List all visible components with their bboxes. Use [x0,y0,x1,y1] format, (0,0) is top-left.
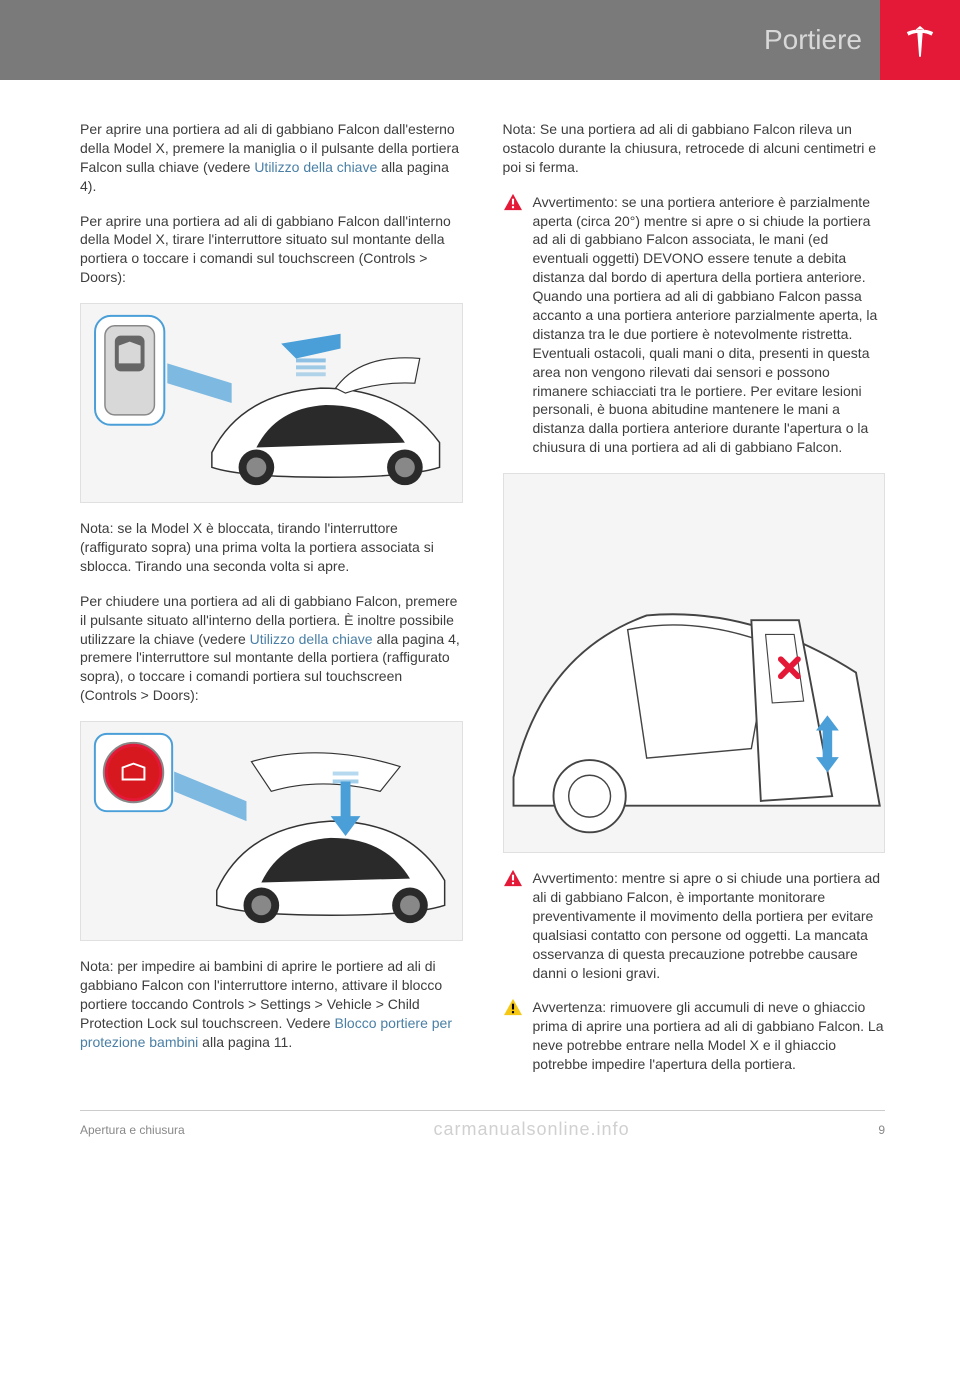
page-header: Portiere [0,0,960,80]
tesla-logo-icon [898,18,942,62]
figure-open-door [80,303,463,503]
paragraph: Per aprire una portiera ad ali di gabbia… [80,212,463,288]
right-column: Nota: Se una portiera ad ali di gabbiano… [503,120,886,1090]
figure-close-door [80,721,463,941]
warning-text: Avvertimento: mentre si apre o si chiude… [533,869,886,982]
watermark: carmanualsonline.info [433,1119,629,1140]
text: alla pagina 11. [198,1034,292,1050]
note: Nota: se la Model X è bloccata, tirando … [80,519,463,576]
paragraph: Per aprire una portiera ad ali di gabbia… [80,120,463,196]
paragraph: Per chiudere una portiera ad ali di gabb… [80,592,463,705]
warning-text: Avvertimento: se una portiera anteriore … [533,193,886,457]
warning-red-icon [503,193,523,211]
link-key-usage[interactable]: Utilizzo della chiave [250,631,373,647]
warning-red-icon [503,869,523,887]
page-number: 9 [878,1123,885,1137]
caution-block: Avvertenza: rimuovere gli accumuli di ne… [503,998,886,1074]
caution-text: Avvertenza: rimuovere gli accumuli di ne… [533,998,886,1074]
warning-block: Avvertimento: mentre si apre o si chiude… [503,869,886,982]
tesla-logo-box [880,0,960,80]
figure-door-clearance [503,473,886,853]
page-title: Portiere [764,24,862,56]
content-area: Per aprire una portiera ad ali di gabbia… [0,80,960,1110]
left-column: Per aprire una portiera ad ali di gabbia… [80,120,463,1090]
page-footer: Apertura e chiusura carmanualsonline.inf… [80,1110,885,1140]
note: Nota: Se una portiera ad ali di gabbiano… [503,120,886,177]
warning-block: Avvertimento: se una portiera anteriore … [503,193,886,457]
note: Nota: per impedire ai bambini di aprire … [80,957,463,1051]
link-key-usage[interactable]: Utilizzo della chiave [254,159,377,175]
footer-section-title: Apertura e chiusura [80,1123,185,1137]
warning-yellow-icon [503,998,523,1016]
